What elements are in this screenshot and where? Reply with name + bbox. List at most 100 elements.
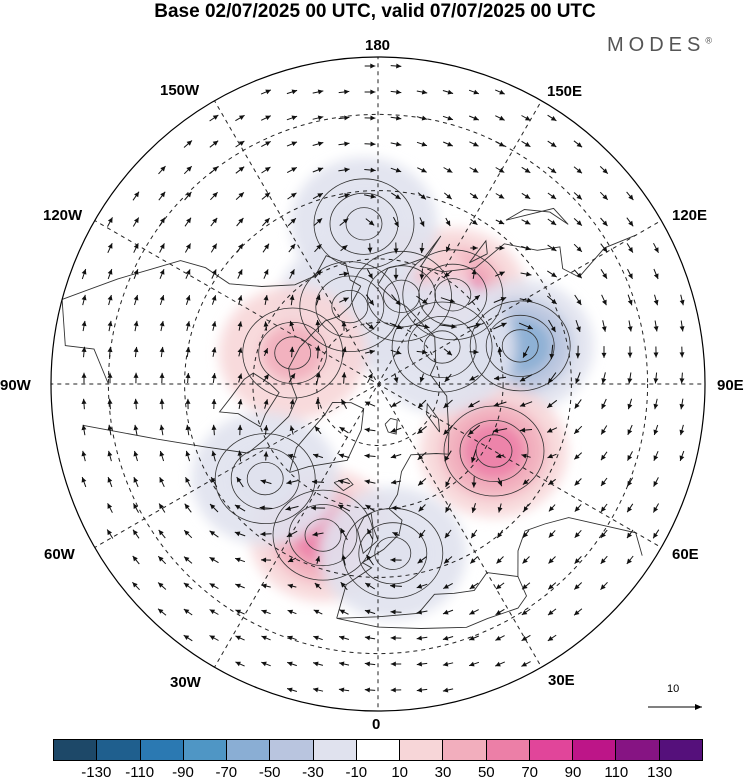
contour-line: [258, 321, 328, 384]
wind-arrow: [364, 479, 376, 485]
lon-label-60w: 60W: [44, 546, 75, 563]
wind-arrow: [600, 581, 608, 591]
wind-arrow: [289, 320, 295, 332]
wind-arrow: [340, 398, 348, 410]
wind-arrow: [445, 476, 451, 488]
wind-arrow: [237, 347, 243, 357]
contour-line: [485, 314, 555, 377]
wind-arrow: [416, 609, 428, 615]
wind-arrow: [312, 115, 324, 121]
wind-arrow: [653, 398, 659, 410]
wind-arrow: [444, 450, 452, 462]
wind-arrow: [497, 477, 503, 487]
wind-arrow: [600, 243, 608, 253]
wind-arrow: [260, 115, 272, 121]
wind-arrow: [390, 635, 402, 641]
wind-arrow: [315, 294, 321, 306]
coastline: [218, 372, 280, 428]
contour-line: [434, 278, 472, 312]
wind-arrow: [417, 425, 427, 435]
wind-arrow: [210, 217, 218, 227]
wind-arrow: [418, 504, 426, 512]
wind-arrow: [547, 453, 557, 459]
wind-arrow: [107, 346, 113, 358]
wind-arrow: [338, 687, 350, 693]
contour-line: [304, 518, 342, 552]
coastline: [289, 401, 365, 473]
wind-arrow: [547, 582, 557, 590]
anomaly-blob: [332, 195, 396, 253]
contour-line: [358, 522, 428, 585]
wind-arrow: [601, 294, 607, 306]
wind-arrow: [157, 555, 167, 565]
wind-arrow: [132, 217, 140, 227]
wind-arrow: [547, 608, 557, 616]
wind-arrow: [236, 243, 244, 253]
wind-arrow: [443, 348, 453, 356]
wind-arrow: [493, 322, 507, 330]
wind-arrow: [521, 608, 531, 616]
wind-arrow: [390, 687, 402, 693]
wind-arrow: [652, 529, 660, 539]
wind-arrow: [133, 346, 139, 358]
wind-arrow: [338, 141, 350, 147]
wind-arrow: [547, 192, 557, 200]
lon-label-30e: 30E: [548, 672, 575, 689]
wind-arrow: [417, 399, 427, 409]
wind-arrow: [495, 193, 505, 199]
wind-arrow: [237, 373, 243, 383]
wind-arrow: [341, 554, 347, 566]
wind-arrow: [367, 372, 373, 384]
wind-arrow: [314, 582, 322, 590]
wind-arrow: [158, 165, 166, 175]
wind-arrow: [260, 531, 272, 537]
wind-arrow: [364, 401, 376, 407]
wind-arrow: [390, 479, 402, 485]
wind-arrow: [364, 427, 376, 433]
wind-arrow: [209, 503, 219, 513]
wind-arrow: [495, 608, 505, 616]
wind-arrow: [679, 424, 685, 436]
wind-arrow: [339, 218, 349, 226]
wind-arrow: [260, 89, 272, 95]
colorbar-swatch: [486, 740, 530, 760]
wind-arrow: [262, 217, 270, 227]
wind-arrow: [439, 324, 457, 329]
wind-arrow: [573, 243, 583, 253]
contour-line: [315, 275, 385, 338]
wind-arrow: [416, 295, 428, 305]
wind-arrow: [496, 529, 504, 539]
wind-arrow: [312, 453, 324, 459]
wind-arrow: [601, 398, 607, 410]
wind-arrow: [653, 320, 659, 332]
wind-arrow: [314, 243, 322, 253]
wind-arrow: [364, 453, 376, 459]
lon-label-60e: 60E: [672, 546, 699, 563]
colorbar-swatch: [356, 740, 401, 760]
colorbar-labels: -130 -110 -90 -70 -50 -30 -10 10 30 50 70 90 110 130: [0, 764, 750, 782]
wind-arrow: [653, 424, 659, 436]
wind-arrow: [211, 450, 217, 462]
wind-arrow: [338, 635, 350, 641]
wind-arrow: [159, 294, 165, 306]
wind-arrow: [416, 115, 428, 121]
wind-arrow: [210, 191, 218, 201]
colorbar-swatch: [529, 740, 574, 760]
wind-arrow: [132, 503, 140, 513]
wind-arrow: [286, 530, 298, 538]
wind-arrow: [107, 242, 113, 254]
wind-arrow: [493, 297, 507, 303]
wind-arrow: [312, 531, 324, 537]
wind-arrow: [416, 687, 428, 693]
wind-arrow: [497, 346, 503, 358]
wind-arrow: [442, 635, 454, 641]
wind-arrow: [443, 424, 453, 436]
wind-arrow: [364, 115, 376, 121]
wind-arrow: [338, 115, 350, 121]
wind-arrow: [546, 399, 558, 409]
wind-arrow: [185, 398, 191, 410]
wind-arrow: [627, 398, 633, 410]
wind-arrow: [390, 609, 402, 615]
wind-arrow: [314, 269, 322, 279]
wind-arrow: [235, 635, 245, 641]
